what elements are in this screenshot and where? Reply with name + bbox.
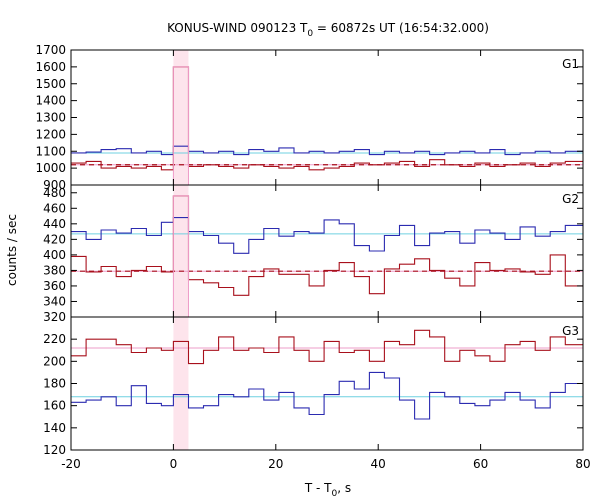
hard-series-line xyxy=(71,217,583,254)
y-tick-label: 1100 xyxy=(35,144,66,158)
y-tick-label: 480 xyxy=(43,186,66,200)
y-tick-label: 1500 xyxy=(35,77,66,91)
y-tick-label: 320 xyxy=(43,310,66,324)
soft-series-line xyxy=(71,66,583,171)
panel-label: G1 xyxy=(562,57,579,71)
y-tick-label: 360 xyxy=(43,279,66,293)
soft-series-line xyxy=(71,329,583,365)
x-axis-label: T - T0, s xyxy=(304,481,351,499)
y-tick-label: 420 xyxy=(43,232,66,246)
burst-bin-outline xyxy=(172,66,189,185)
y-tick-label: 220 xyxy=(43,332,66,346)
burst-bin-outline xyxy=(172,195,189,317)
y-axis-label: counts / sec xyxy=(5,214,19,286)
panel-plot-area xyxy=(71,195,583,317)
hard-series-line xyxy=(71,145,583,156)
x-tick-label: 80 xyxy=(575,457,590,471)
y-tick-label: 1600 xyxy=(35,60,66,74)
panel-plot-area xyxy=(71,66,583,185)
y-tick-label: 380 xyxy=(43,263,66,277)
x-tick-label: -20 xyxy=(61,457,81,471)
y-tick-label: 1400 xyxy=(35,94,66,108)
x-tick-label: 40 xyxy=(371,457,386,471)
panels-layer: 90010001100120013001400150016001700G1320… xyxy=(35,43,590,471)
y-tick-label: 140 xyxy=(43,421,66,435)
y-tick-label: 460 xyxy=(43,201,66,215)
panel-frame xyxy=(70,316,584,451)
panel-plot-area xyxy=(71,329,583,420)
y-tick-label: 180 xyxy=(43,377,66,391)
y-tick-label: 1000 xyxy=(35,161,66,175)
soft-series-line xyxy=(71,195,583,296)
x-tick-label: 20 xyxy=(268,457,283,471)
y-tick-label: 440 xyxy=(43,217,66,231)
panel-g3: 120 140 160 180 200 220 G3 xyxy=(43,316,584,457)
y-tick-label: 400 xyxy=(43,248,66,262)
y-tick-label: 160 xyxy=(43,399,66,413)
x-tick-label: 60 xyxy=(473,457,488,471)
y-tick-label: 200 xyxy=(43,354,66,368)
burst-interval-band xyxy=(173,50,189,185)
y-tick-label: 1200 xyxy=(35,127,66,141)
y-tick-label: 1300 xyxy=(35,111,66,125)
panel-label: G2 xyxy=(562,192,579,206)
y-tick-label: 1700 xyxy=(35,43,66,57)
panel-frame xyxy=(70,184,584,318)
burst-interval-band xyxy=(173,317,189,450)
x-tick-label: 0 xyxy=(170,457,178,471)
chart-title: KONUS-WIND 090123 T0 = 60872s UT (16:54:… xyxy=(167,21,489,39)
y-tick-label: 900 xyxy=(43,178,66,192)
y-tick-label: 120 xyxy=(43,443,66,457)
hard-series-line xyxy=(71,371,583,420)
y-tick-label: 340 xyxy=(43,294,66,308)
burst-interval-band xyxy=(173,185,189,317)
panel-g1: 900 1000 1100 1200 1300 1400 1500 1600 1700 G1 xyxy=(35,43,584,192)
panel-label: G3 xyxy=(562,324,579,338)
